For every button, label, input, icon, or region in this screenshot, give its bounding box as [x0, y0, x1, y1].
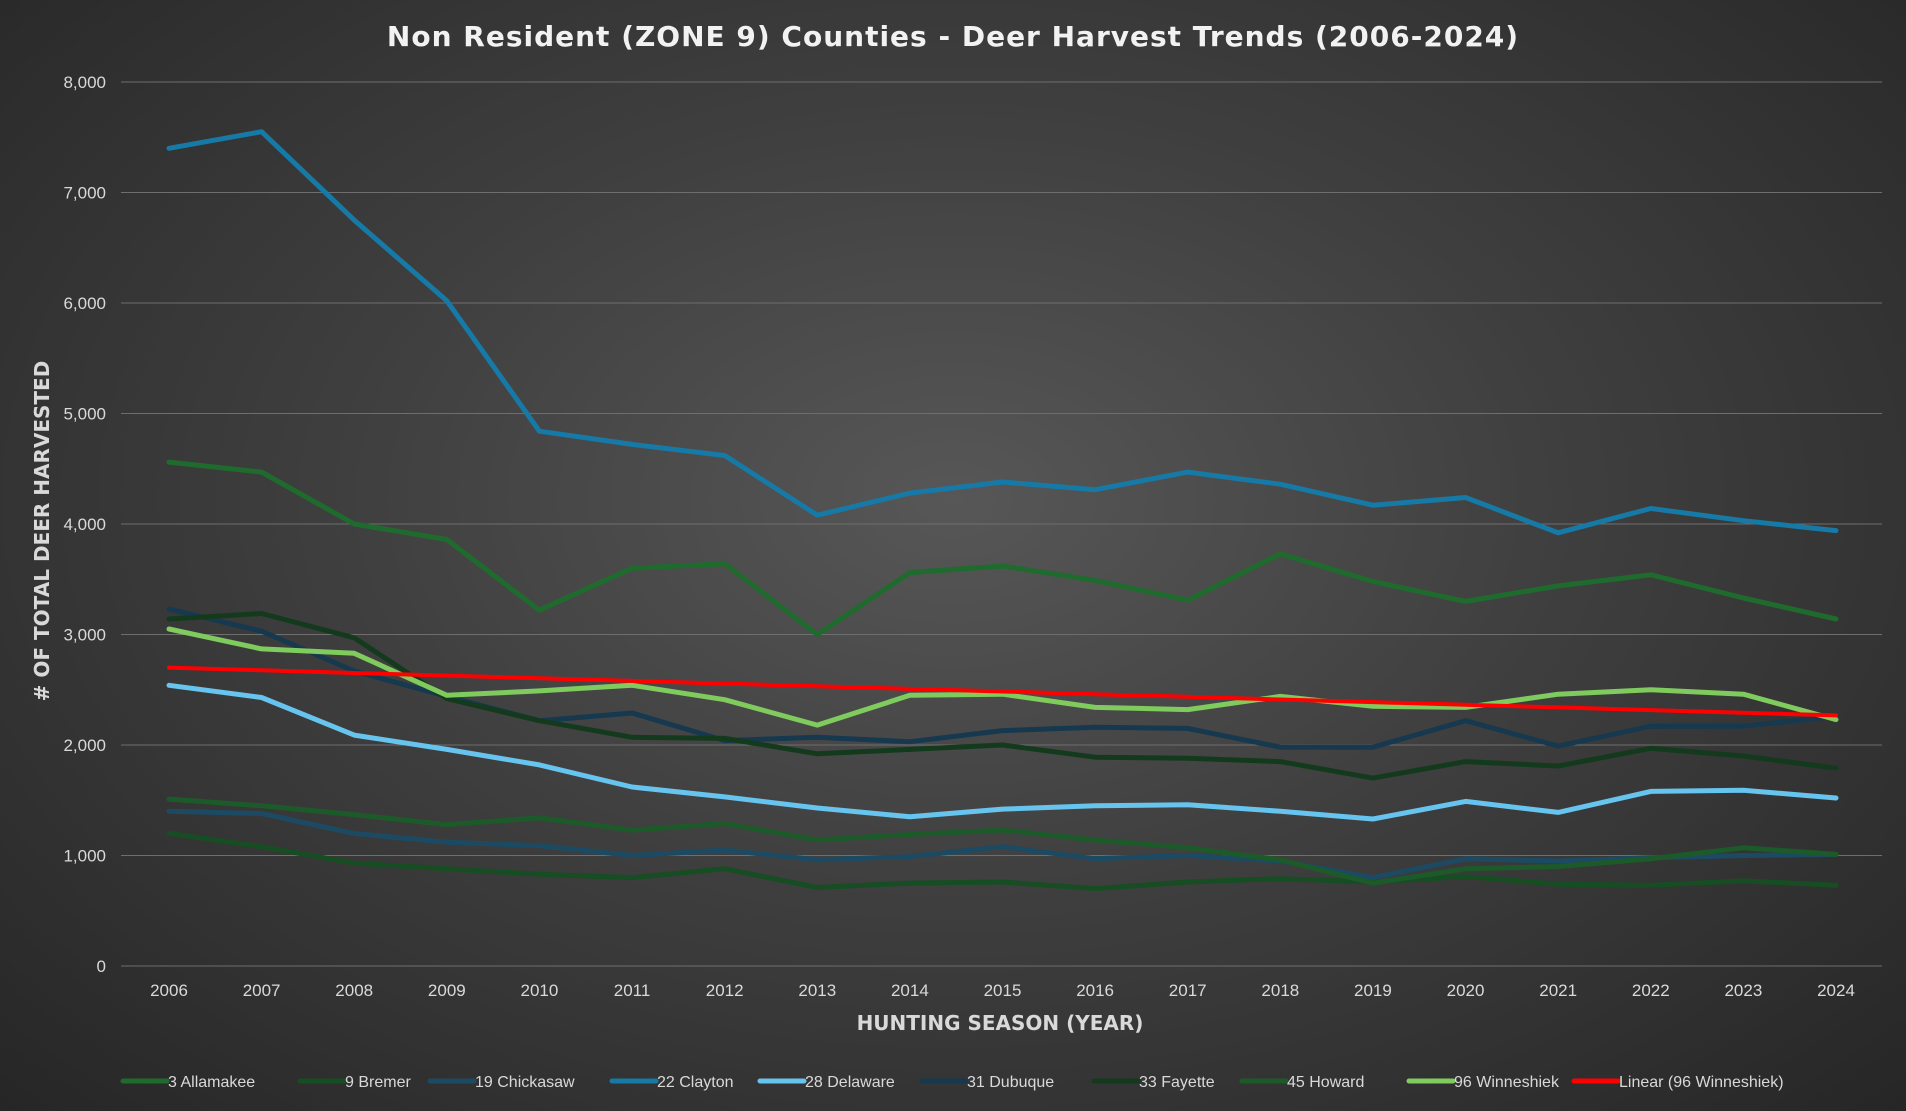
- legend-label: 33 Fayette: [1139, 1074, 1215, 1091]
- y-tick-label: 7,000: [63, 184, 106, 203]
- legend-label: 3 Allamakee: [168, 1074, 255, 1091]
- x-tick-label: 2020: [1447, 981, 1485, 1000]
- x-tick-label: 2012: [706, 981, 744, 1000]
- series-line-0: [166, 459, 1839, 637]
- x-tick-label: 2014: [891, 981, 929, 1000]
- legend-label: 31 Dubuque: [967, 1074, 1054, 1091]
- x-tick-label: 2021: [1539, 981, 1577, 1000]
- series-line-1: [166, 830, 1839, 892]
- x-tick-label: 2016: [1076, 981, 1114, 1000]
- series-line-7: [166, 796, 1839, 886]
- x-tick-label: 2023: [1724, 981, 1762, 1000]
- series-line-3: [166, 129, 1839, 536]
- y-axis-title: # OF TOTAL DEER HARVESTED: [30, 361, 54, 702]
- x-tick-label: 2022: [1632, 981, 1670, 1000]
- series-line-6: [166, 611, 1839, 781]
- x-tick-label: 2018: [1261, 981, 1299, 1000]
- x-axis-title: HUNTING SEASON (YEAR): [857, 1011, 1144, 1035]
- x-tick-label: 2024: [1817, 981, 1855, 1000]
- y-tick-label: 1,000: [63, 847, 106, 866]
- series-line-2: [166, 808, 1839, 881]
- y-tick-label: 8,000: [63, 73, 106, 92]
- y-tick-labels: 0 1,000 2,000 3,000 4,000 5,000 6,000 7,000 8,00…: [63, 73, 106, 976]
- series-line-4: [166, 682, 1839, 822]
- x-tick-label: 2009: [428, 981, 466, 1000]
- x-tick-label: 2006: [150, 981, 188, 1000]
- y-tick-label: 0: [97, 957, 106, 976]
- x-tick-label: 2013: [798, 981, 836, 1000]
- legend-label: 22 Clayton: [657, 1074, 734, 1091]
- x-tick-labels: 2006 2007 2008 2009 2010 2011 2012 2013 2014 2015…: [150, 981, 1855, 1000]
- series-lines: [166, 129, 1839, 892]
- x-tick-label: 2011: [614, 981, 651, 1000]
- y-tick-label: 6,000: [63, 294, 106, 313]
- legend-label: 96 Winneshiek: [1454, 1074, 1560, 1091]
- x-tick-label: 2019: [1354, 981, 1392, 1000]
- y-tick-label: 2,000: [63, 736, 106, 755]
- legend-label: Linear (96 Winneshiek): [1619, 1074, 1784, 1091]
- chart-title: Non Resident (ZONE 9) Counties - Deer Ha…: [387, 20, 1519, 53]
- x-tick-label: 2010: [521, 981, 559, 1000]
- y-tick-label: 5,000: [63, 405, 106, 424]
- legend-label: 28 Delaware: [805, 1074, 895, 1091]
- x-tick-label: 2017: [1169, 981, 1207, 1000]
- y-tick-label: 3,000: [63, 626, 106, 645]
- legend-label: 45 Howard: [1287, 1074, 1364, 1091]
- gridlines: [121, 81, 1882, 967]
- series-line-8: [166, 626, 1839, 728]
- legend-label: 9 Bremer: [345, 1074, 411, 1091]
- legend: 3 Allamakee 9 Bremer 19 Chickasaw 22 Clayto…: [120, 1074, 1784, 1091]
- x-tick-label: 2015: [984, 981, 1022, 1000]
- legend-label: 19 Chickasaw: [475, 1074, 575, 1091]
- x-tick-label: 2008: [335, 981, 373, 1000]
- series-line-9: [167, 665, 1838, 718]
- y-tick-label: 4,000: [63, 515, 106, 534]
- x-tick-label: 2007: [243, 981, 281, 1000]
